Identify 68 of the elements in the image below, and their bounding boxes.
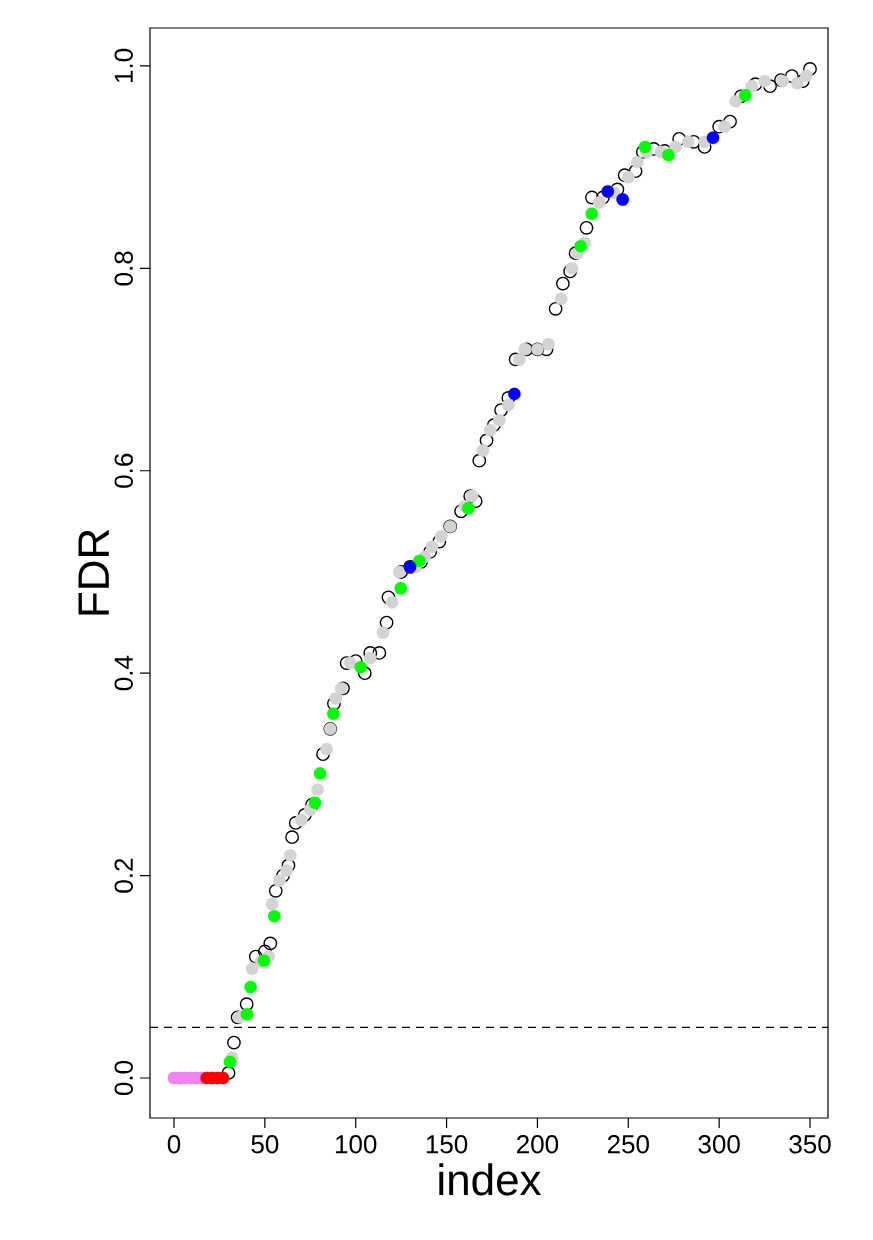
point bbox=[434, 530, 448, 543]
point bbox=[394, 581, 408, 595]
point bbox=[669, 140, 682, 154]
point bbox=[313, 767, 327, 780]
point bbox=[385, 596, 399, 609]
x-tick-label: 200 bbox=[517, 1135, 559, 1154]
point bbox=[662, 148, 675, 162]
point bbox=[739, 88, 752, 102]
point bbox=[681, 135, 695, 149]
point bbox=[758, 74, 771, 88]
x-tick-label: 350 bbox=[789, 1135, 831, 1154]
point bbox=[638, 140, 652, 154]
point bbox=[483, 423, 497, 437]
point bbox=[542, 337, 555, 351]
point bbox=[502, 398, 515, 412]
point bbox=[376, 626, 390, 640]
y-tick-label: 0.2 bbox=[114, 858, 133, 893]
y-tick-label: 0.0 bbox=[114, 1060, 133, 1096]
point bbox=[425, 540, 439, 553]
point bbox=[621, 170, 635, 184]
point bbox=[354, 660, 368, 674]
point bbox=[706, 131, 720, 145]
point bbox=[294, 813, 308, 827]
point bbox=[267, 909, 281, 923]
point bbox=[240, 1007, 254, 1021]
point bbox=[616, 193, 629, 206]
point bbox=[223, 1055, 237, 1069]
point bbox=[245, 962, 259, 976]
point bbox=[631, 155, 644, 169]
point bbox=[462, 501, 475, 515]
y-axis-title: FDR bbox=[78, 529, 109, 615]
y-tick-label: 0.8 bbox=[114, 251, 133, 286]
x-tick-label: 100 bbox=[336, 1135, 377, 1154]
point bbox=[574, 239, 588, 253]
point bbox=[320, 742, 333, 756]
x-axis-title: index bbox=[439, 1163, 542, 1196]
point bbox=[476, 444, 490, 457]
x-tick-label: 0 bbox=[167, 1135, 181, 1154]
point bbox=[343, 656, 357, 670]
x-tick-label: 300 bbox=[698, 1135, 740, 1154]
x-tick-label: 250 bbox=[607, 1135, 649, 1154]
point bbox=[508, 387, 521, 401]
point bbox=[280, 864, 293, 877]
y-tick-label: 0.4 bbox=[114, 655, 133, 691]
y-tick-label: 1.0 bbox=[114, 48, 133, 83]
point bbox=[512, 353, 526, 366]
x-tick-label: 150 bbox=[426, 1135, 468, 1154]
point bbox=[311, 783, 324, 796]
x-tick-label: 50 bbox=[251, 1135, 279, 1154]
y-tick-label: 0.6 bbox=[114, 453, 133, 488]
point bbox=[283, 849, 297, 862]
point bbox=[492, 413, 506, 427]
point bbox=[592, 196, 606, 209]
point bbox=[554, 292, 568, 306]
point bbox=[729, 95, 742, 108]
point bbox=[265, 897, 279, 911]
point bbox=[601, 185, 615, 198]
point bbox=[363, 651, 377, 665]
point bbox=[327, 707, 340, 720]
point bbox=[800, 69, 813, 83]
point bbox=[565, 262, 579, 275]
point bbox=[790, 76, 804, 90]
point bbox=[329, 692, 343, 705]
point bbox=[745, 79, 759, 93]
point bbox=[718, 120, 731, 133]
point bbox=[244, 980, 257, 994]
point bbox=[585, 207, 599, 221]
point bbox=[273, 874, 286, 887]
